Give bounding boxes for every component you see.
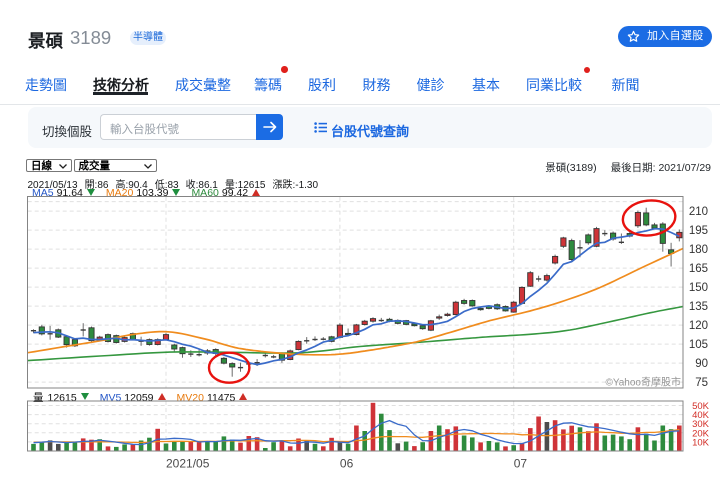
svg-text:180: 180 xyxy=(689,244,708,256)
svg-text:75: 75 xyxy=(695,377,708,389)
svg-text:210: 210 xyxy=(689,206,708,218)
svg-text:105: 105 xyxy=(689,339,708,351)
svg-text:2021/05: 2021/05 xyxy=(166,457,210,471)
svg-text:120: 120 xyxy=(689,320,708,332)
svg-text:195: 195 xyxy=(689,225,708,237)
svg-text:40K: 40K xyxy=(692,410,710,421)
svg-text:30K: 30K xyxy=(692,419,710,430)
svg-text:135: 135 xyxy=(689,301,708,313)
svg-text:90: 90 xyxy=(695,358,708,370)
svg-text:50K: 50K xyxy=(692,401,710,412)
svg-text:165: 165 xyxy=(689,263,708,275)
svg-text:07: 07 xyxy=(514,457,528,471)
svg-text:150: 150 xyxy=(689,282,708,294)
svg-text:06: 06 xyxy=(340,457,354,471)
svg-text:©Yahoo奇摩股市: ©Yahoo奇摩股市 xyxy=(605,376,681,389)
svg-text:10K: 10K xyxy=(692,437,710,448)
svg-text:20K: 20K xyxy=(692,428,710,439)
